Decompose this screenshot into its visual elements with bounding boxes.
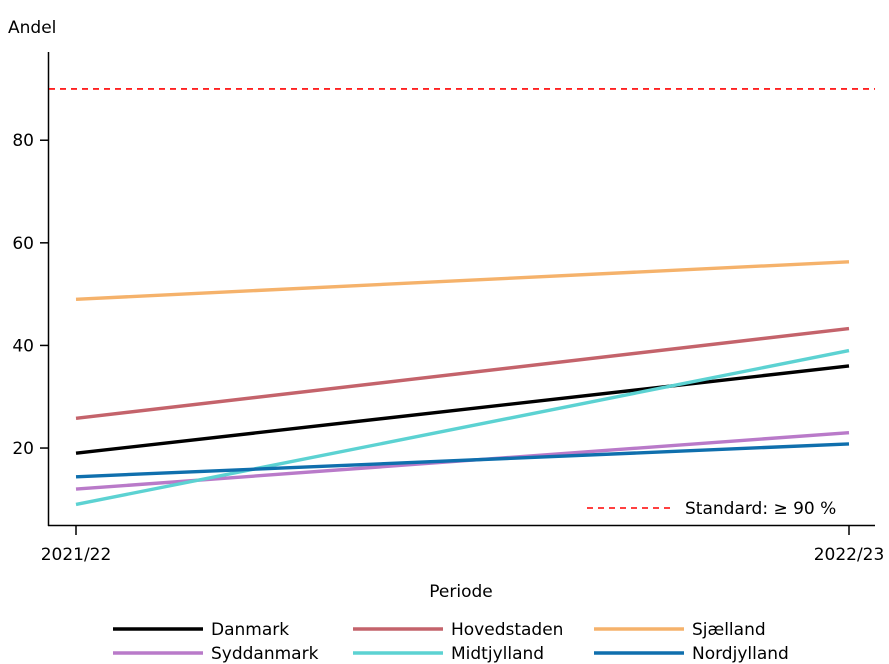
series-line-nordjylland [75,442,850,479]
series-line-danmark [75,364,850,455]
y-tick-label: 20 [12,439,34,459]
x-tick-label: 2022/23 [814,545,885,565]
legend-label: Hovedstaden [451,620,563,640]
y-tick-label: 40 [12,336,34,356]
series-lines [75,260,850,507]
legend-label: Syddanmark [211,644,319,664]
legend-label: Sjælland [692,620,766,640]
x-tick-label: 2021/22 [41,545,112,565]
y-ticks: 20 40 60 80 [12,131,48,459]
series-line-sjælland [75,260,850,301]
series-line-midtjylland [75,348,850,507]
legend-label: Midtjylland [451,644,544,664]
series-line-hovedstaden [75,326,850,420]
y-tick-label: 80 [12,131,34,151]
legend: Danmark Hovedstaden Sjælland Syddanmark Midt… [113,620,789,664]
legend-label: Nordjylland [692,644,789,664]
y-axis-label: Andel [8,18,56,38]
standard-legend-label: Standard: ≥ 90 % [685,499,836,519]
legend-label: Danmark [211,620,289,640]
x-ticks: 2021/22 2022/23 [41,526,885,565]
y-tick-label: 60 [12,234,34,254]
x-axis-label: Periode [429,582,492,602]
